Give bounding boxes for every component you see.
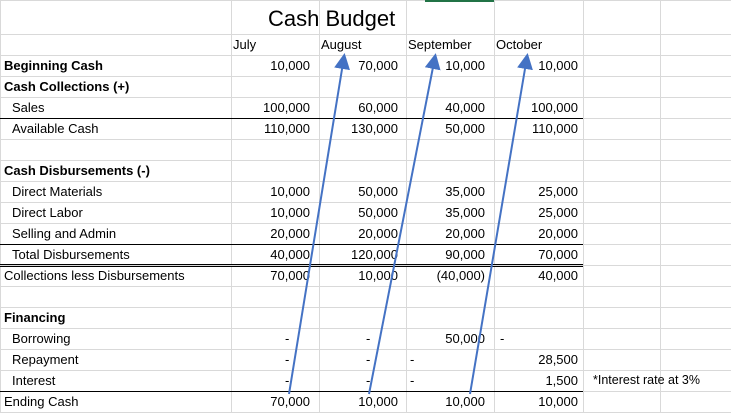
cell-available-september[interactable]: 50,000 — [445, 121, 485, 136]
cell-labor-september[interactable]: 35,000 — [445, 205, 485, 220]
cell-materials-july[interactable]: 10,000 — [270, 184, 310, 199]
cell-selling-october[interactable]: 20,000 — [538, 226, 578, 241]
label-beginning-cash[interactable]: Beginning Cash — [4, 58, 103, 73]
cell-interest-october[interactable]: 1,500 — [545, 373, 578, 388]
cell-borrowing-september[interactable]: 50,000 — [445, 331, 485, 346]
label-cash-collections[interactable]: Cash Collections (+) — [4, 79, 130, 94]
cell-interest-july[interactable]: - — [285, 373, 290, 388]
cell-total-october[interactable]: 70,000 — [538, 247, 578, 262]
label-financing[interactable]: Financing — [4, 310, 66, 325]
month-header-october[interactable]: October — [496, 37, 543, 52]
cell-interest-september[interactable]: - — [410, 373, 415, 388]
cell-available-july[interactable]: 110,000 — [263, 121, 310, 136]
label-ending-cash[interactable]: Ending Cash — [4, 394, 79, 409]
cell-sales-august[interactable]: 60,000 — [358, 100, 398, 115]
cell-repayment-october[interactable]: 28,500 — [538, 352, 578, 367]
cell-sales-september[interactable]: 40,000 — [445, 100, 485, 115]
cell-net-july[interactable]: 70,000 — [270, 268, 310, 283]
cell-sales-october[interactable]: 100,000 — [531, 100, 578, 115]
cell-selling-august[interactable]: 20,000 — [358, 226, 398, 241]
cell-borrowing-august[interactable]: - — [366, 331, 371, 346]
month-header-september[interactable]: September — [408, 37, 472, 52]
cell-net-october[interactable]: 40,000 — [538, 268, 578, 283]
cell-ending-august[interactable]: 10,000 — [358, 394, 398, 409]
cell-beginning-august[interactable]: 70,000 — [358, 58, 398, 73]
cell-net-september[interactable]: (40,000) — [436, 268, 485, 283]
cell-repayment-august[interactable]: - — [366, 352, 371, 367]
cell-ending-july[interactable]: 70,000 — [270, 394, 310, 409]
label-cash-disbursements[interactable]: Cash Disbursements (-) — [4, 163, 150, 178]
cell-total-september[interactable]: 90,000 — [445, 247, 485, 262]
label-selling-admin[interactable]: Selling and Admin — [12, 226, 117, 241]
cell-borrowing-october[interactable]: - — [500, 331, 505, 346]
cell-ending-september[interactable]: 10,000 — [445, 394, 485, 409]
cell-selling-september[interactable]: 20,000 — [445, 226, 485, 241]
cell-available-october[interactable]: 110,000 — [531, 121, 578, 136]
month-header-august[interactable]: August — [321, 37, 362, 52]
interest-rate-note[interactable]: *Interest rate at 3% — [593, 373, 701, 387]
cell-labor-july[interactable]: 10,000 — [270, 205, 310, 220]
label-direct-materials[interactable]: Direct Materials — [12, 184, 103, 199]
cell-beginning-october[interactable]: 10,000 — [538, 58, 578, 73]
cell-net-august[interactable]: 10,000 — [358, 268, 398, 283]
cell-borrowing-july[interactable]: - — [285, 331, 290, 346]
label-borrowing[interactable]: Borrowing — [12, 331, 71, 346]
cell-materials-october[interactable]: 25,000 — [538, 184, 578, 199]
label-collections-less[interactable]: Collections less Disbursements — [4, 268, 185, 283]
cell-repayment-july[interactable]: - — [285, 352, 290, 367]
label-interest[interactable]: Interest — [12, 373, 56, 388]
cell-beginning-september[interactable]: 10,000 — [445, 58, 485, 73]
label-repayment[interactable]: Repayment — [12, 352, 79, 367]
sheet-title[interactable]: Cash Budget — [268, 6, 396, 31]
cell-ending-october[interactable]: 10,000 — [538, 394, 578, 409]
cell-interest-august[interactable]: - — [366, 373, 371, 388]
cell-available-august[interactable]: 130,000 — [351, 121, 398, 136]
cell-total-august[interactable]: 120,000 — [351, 247, 398, 262]
cell-labor-august[interactable]: 50,000 — [358, 205, 398, 220]
label-available-cash[interactable]: Available Cash — [12, 121, 99, 136]
cell-labor-october[interactable]: 25,000 — [538, 205, 578, 220]
label-direct-labor[interactable]: Direct Labor — [12, 205, 83, 220]
cell-materials-august[interactable]: 50,000 — [358, 184, 398, 199]
cell-materials-september[interactable]: 35,000 — [445, 184, 485, 199]
label-total-disbursements[interactable]: Total Disbursements — [12, 247, 130, 262]
cell-total-july[interactable]: 40,000 — [270, 247, 310, 262]
cell-beginning-july[interactable]: 10,000 — [270, 58, 310, 73]
cell-repayment-september[interactable]: - — [410, 352, 415, 367]
cell-selling-july[interactable]: 20,000 — [270, 226, 310, 241]
cell-sales-july[interactable]: 100,000 — [263, 100, 310, 115]
month-header-july[interactable]: July — [233, 37, 257, 52]
label-sales[interactable]: Sales — [12, 100, 45, 115]
